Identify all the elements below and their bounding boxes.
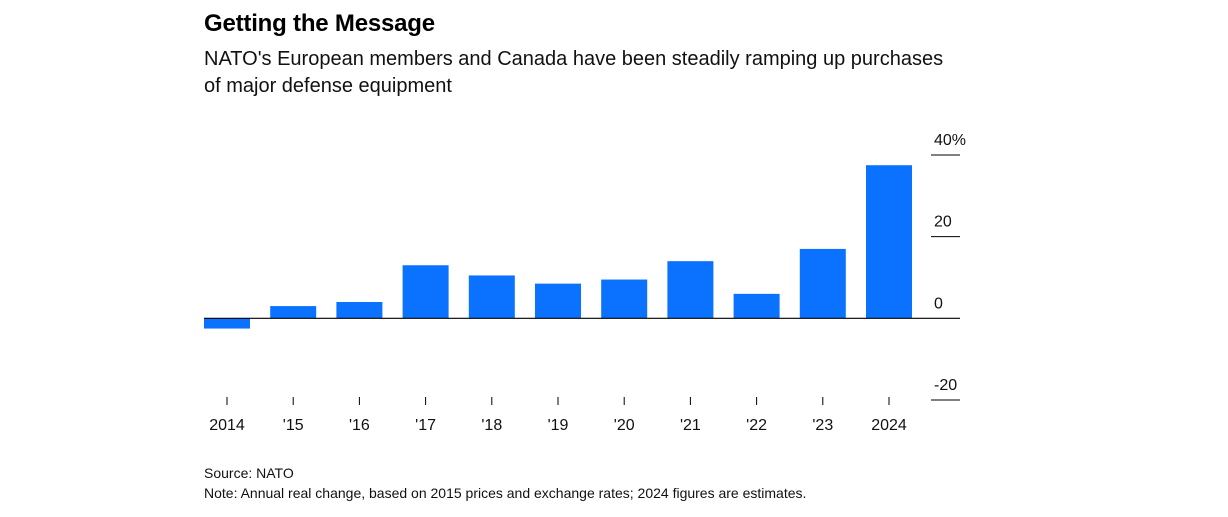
footnote: Note: Annual real change, based on 2015 …	[204, 485, 807, 501]
bar-15	[270, 306, 317, 319]
x-tick-label: '23	[812, 417, 833, 434]
bar-16	[336, 302, 383, 319]
chart-subtitle: NATO's European members and Canada have …	[204, 48, 944, 97]
bars	[204, 165, 912, 329]
bar-22	[733, 293, 780, 319]
bar-23	[799, 248, 846, 319]
x-tick-label: '17	[415, 417, 436, 434]
x-axis-ticks	[226, 397, 890, 405]
x-tick-label: '15	[283, 417, 304, 434]
bar-17	[402, 265, 449, 319]
bar-2014	[204, 318, 250, 329]
x-tick-label: '22	[746, 417, 767, 434]
bar-2024	[866, 165, 912, 319]
bar-19	[535, 283, 581, 319]
y-axis-tick-labels: -20 0 20 40%	[934, 132, 966, 394]
x-tick-label: 2014	[209, 417, 245, 434]
source-note: Source: NATO	[204, 465, 294, 481]
bar-18	[468, 275, 515, 319]
x-tick-label: '18	[481, 417, 502, 434]
x-tick-label: 2024	[871, 417, 907, 434]
y-tick-label: 40%	[934, 132, 966, 149]
x-tick-label: '20	[614, 417, 635, 434]
y-tick-label: 20	[934, 214, 952, 231]
x-tick-label: '19	[548, 417, 569, 434]
bar-chart: -20 0 20 40% 2014 '15 '16 '17 '18 '19 '20 '21 '22 '2…	[204, 132, 966, 434]
y-axis-gridlines	[931, 154, 960, 401]
chart-title: Getting the Message	[204, 10, 435, 37]
x-tick-label: '21	[680, 417, 701, 434]
x-axis-tick-labels: 2014 '15 '16 '17 '18 '19 '20 '21 '22 '23 2024	[209, 417, 907, 434]
y-tick-label: -20	[934, 377, 957, 394]
y-tick-label: 0	[934, 295, 943, 312]
x-tick-label: '16	[349, 417, 370, 434]
bar-20	[601, 279, 648, 319]
bar-21	[667, 261, 714, 319]
